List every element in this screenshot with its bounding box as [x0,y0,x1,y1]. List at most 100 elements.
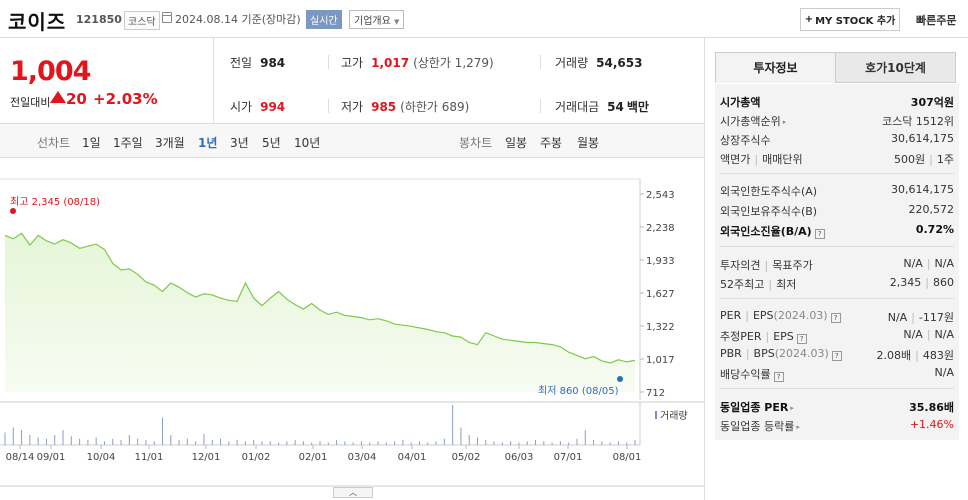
price-change-pct: +2.03% [93,90,158,108]
price-change: 20 [66,90,87,108]
info-value: 307억원 [910,96,954,109]
price-chart-svg: 2,543 2,238 1,933 1,627 1,322 1,017 712 최고 2,34… [0,178,704,487]
info-label: 외국인소진율(B/A) [720,225,812,238]
info-label: 시가총액순위 [720,115,781,128]
my-stock-add-button[interactable]: + MY STOCK 추가 [800,8,900,31]
plus-icon: + [804,14,814,25]
tab-candle-monthly[interactable]: 월봉 [577,136,600,150]
help-icon[interactable]: ? [814,229,825,239]
price-chart[interactable]: 2,543 2,238 1,933 1,627 1,322 1,017 712 최고 2,34… [0,158,704,500]
help-icon[interactable]: ? [773,372,784,382]
info-value: 860 [933,276,954,289]
chevron-up-icon: ︿ [349,488,357,497]
stat-sub: (상한가 1,279) [413,56,494,70]
tab-period-10y[interactable]: 10년 [294,136,321,150]
info-value: 0.72% [915,223,954,236]
volume-legend-swatch [655,411,657,419]
info-value: +1.46% [909,418,954,431]
x-tick-label: 03/04 [348,452,377,463]
info-value: 1주 [936,153,954,166]
info-value: 483원 [922,349,954,362]
tab-period-1d[interactable]: 1일 [82,136,101,150]
info-date: (2024.03) [773,309,828,322]
stat-value: 984 [260,56,286,70]
stat-unit: 백만 [626,100,649,114]
info-value: N/A [934,366,954,379]
info-sub: 코스닥 [882,115,913,128]
divider [540,55,541,69]
info-label: 52주최고 [720,278,765,291]
stat-prev-close: 전일 984 [230,54,285,71]
info-value: N/A [903,257,923,270]
price-panel: 1,004 전일대비 20 +2.03% 전일 984 고가 1,017 (상한… [0,38,704,124]
stat-label: 시가 [230,100,253,114]
y-tick-label: 2,238 [646,223,675,234]
company-overview-button[interactable]: 기업개요 ▼ [349,10,405,29]
tab-period-1w[interactable]: 1주일 [113,136,143,150]
stock-code: 121850 [76,13,122,26]
tab-period-3m[interactable]: 3개월 [155,136,185,150]
info-value: 2.08배 [876,349,912,362]
candle-chart-label: 봉차트 [459,136,493,150]
x-tick-label: 10/04 [87,452,116,463]
stat-open: 시가 994 [230,98,285,115]
tab-period-1y[interactable]: 1년 [198,136,218,150]
caret-right-icon: ▸ [796,423,800,431]
divider [720,173,954,174]
info-label: 추정PER [720,330,762,343]
collapse-button[interactable]: ︿ [333,487,373,498]
info-value: 30,614,175 [891,183,954,196]
investment-info-panel: 투자정보 호가10단계 시가총액 307억원 시가총액순위 ▸ 코스닥 1512위… [704,38,968,500]
info-label: 매매단위 [762,153,803,166]
x-tick-label: 08/14 [6,452,35,463]
stat-value: 994 [260,100,286,114]
stat-low: 저가 985 (하한가 689) [341,98,469,115]
divider [328,99,329,113]
high-label: 최고 2,345 (08/18) [10,196,100,208]
tab-investment-info[interactable]: 투자정보 [715,52,836,83]
info-label: PBR [720,347,742,360]
info-value: 500원 [894,153,926,166]
y-tick-label: 1,933 [646,256,675,267]
info-label: 외국인보유주식수(B) [720,205,818,218]
tab-candle-daily[interactable]: 일봉 [505,136,528,150]
info-label: PER [720,309,742,322]
x-tick-label: 08/01 [613,452,642,463]
help-icon[interactable]: ? [830,313,841,323]
info-label: BPS [753,347,775,360]
divider [720,388,954,389]
stat-value: 985 [371,100,397,114]
y-tick-label: 1,322 [646,322,675,333]
tab-candle-weekly[interactable]: 주봉 [540,136,563,150]
help-icon[interactable]: ? [796,334,807,344]
tab-order-book[interactable]: 호가10단계 [835,52,956,83]
tab-period-3y[interactable]: 3년 [230,136,249,150]
info-label: EPS [752,309,774,322]
stat-label: 고가 [341,56,364,70]
divider [720,246,954,247]
base-date: 2024.08.14 [175,13,238,26]
info-value: -117원 [918,311,954,324]
quick-order-button[interactable]: 빠른주문 [916,14,957,27]
price-line [4,232,636,364]
info-label: 액면가 [720,153,751,166]
stat-label: 거래량 [555,56,589,70]
tab-period-5y[interactable]: 5년 [262,136,281,150]
stat-label: 전일 [230,56,253,70]
y-tick-label: 712 [646,388,665,399]
stat-value: 54 [607,100,624,114]
up-arrow-icon [50,91,66,103]
stat-value: 54,653 [596,56,643,70]
volume-legend-label: 거래량 [660,410,688,422]
realtime-badge[interactable]: 실시간 [306,10,342,29]
x-tick-label: 01/02 [242,452,271,463]
info-date: (2024.03) [774,347,829,360]
info-label: 시가총액 [720,96,761,109]
help-icon[interactable]: ? [831,351,842,361]
period-tab-bar: 선차트 1일 1주일 3개월 1년 3년 5년 10년 봉차트 일봉 주봉 월봉 [0,124,704,158]
stat-amount: 거래대금 54 백만 [555,98,649,115]
stat-sub: (하한가 689) [400,100,470,114]
x-tick-label: 12/01 [192,452,221,463]
info-value: 30,614,175 [891,132,954,145]
current-price-box: 1,004 전일대비 20 +2.03% [0,38,214,124]
